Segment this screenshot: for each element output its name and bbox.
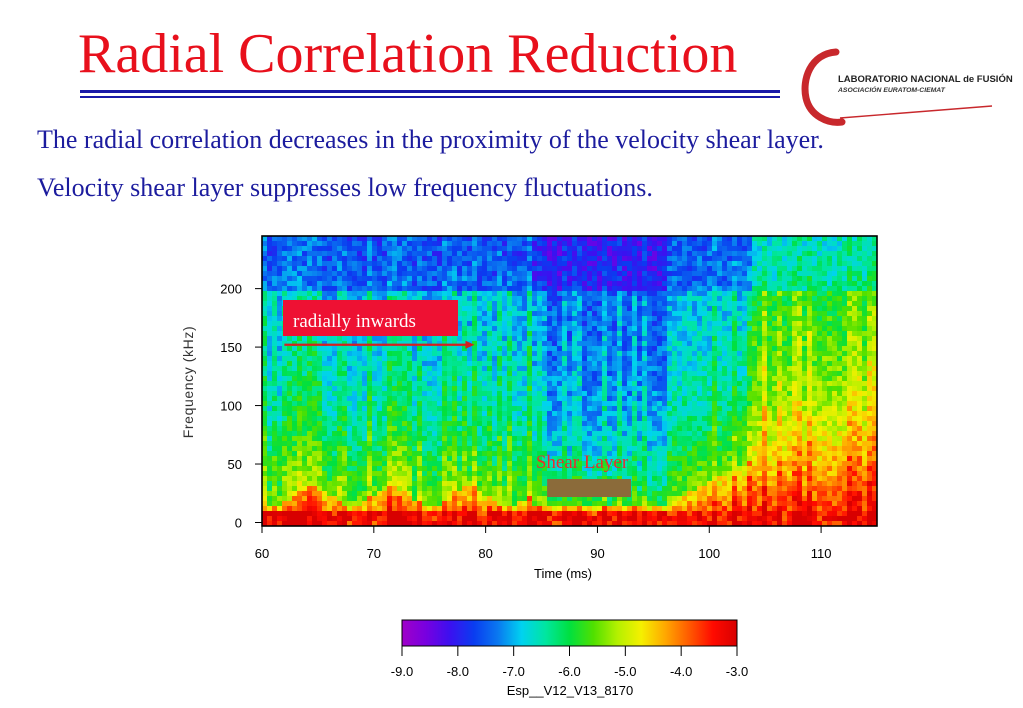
title-underline-thin [80, 96, 780, 98]
colorbar-tick-label: -6.0 [558, 664, 580, 679]
shear-layer-annotation: Shear Layer [536, 452, 631, 497]
x-tick-label: 90 [590, 546, 604, 561]
radially-inwards-annotation: radially inwards [283, 300, 475, 349]
logo-emblem-icon [801, 48, 993, 126]
colorbar-label: Esp__V12_V13_8170 [507, 683, 634, 698]
x-tick-label: 60 [255, 546, 269, 561]
y-tick-label: 50 [228, 457, 242, 472]
logo-line2: ASOCIACIÓN EURATOM-CIEMAT [838, 87, 945, 94]
y-axis: 0 50 100 150 200 [220, 282, 262, 530]
radially-inwards-label-box [283, 300, 458, 336]
institution-logo: LABORATORIO NACIONAL de FUSIÓN ASOCIACIÓ… [796, 40, 1013, 126]
plot-frame [261, 235, 878, 527]
colorbar-tick-label: -4.0 [670, 664, 692, 679]
colorbar-tick-label: -5.0 [614, 664, 636, 679]
shear-layer-bar [547, 479, 631, 497]
colorbar-tick-label: -7.0 [502, 664, 524, 679]
y-axis-label: Frequency (kHz) [180, 326, 196, 438]
slide-title: Radial Correlation Reduction [78, 23, 738, 85]
colorbar: -9.0 -8.0 -7.0 -6.0 -5.0 -4.0 -3.0 Esp__V12_V1… [391, 619, 748, 698]
bullet-text-1: The radial correlation decreases in the … [37, 125, 824, 154]
colorbar-tick-label: -3.0 [726, 664, 748, 679]
x-axis-label: Time (ms) [534, 566, 592, 581]
radially-inwards-arrow-head [465, 340, 475, 349]
y-tick-label: 200 [220, 282, 242, 297]
x-tick-label: 70 [367, 546, 381, 561]
shear-layer-label: Shear Layer [536, 452, 629, 473]
y-tick-label: 150 [220, 340, 242, 355]
logo-line1: LABORATORIO NACIONAL de FUSIÓN [838, 74, 1013, 85]
x-tick-label: 110 [811, 546, 832, 561]
colorbar-scale [401, 619, 738, 647]
y-tick-label: 0 [235, 515, 242, 530]
bullet-text-2: Velocity shear layer suppresses low freq… [37, 173, 653, 202]
x-tick-label: 100 [698, 546, 720, 561]
radially-inwards-label: radially inwards [293, 311, 416, 332]
colorbar-tick-label: -8.0 [447, 664, 469, 679]
x-axis: 60 70 80 90 100 110 [255, 526, 832, 561]
colorbar-tick-label: -9.0 [391, 664, 413, 679]
x-tick-label: 80 [478, 546, 492, 561]
y-tick-label: 100 [220, 399, 242, 414]
title-underline [80, 90, 780, 93]
